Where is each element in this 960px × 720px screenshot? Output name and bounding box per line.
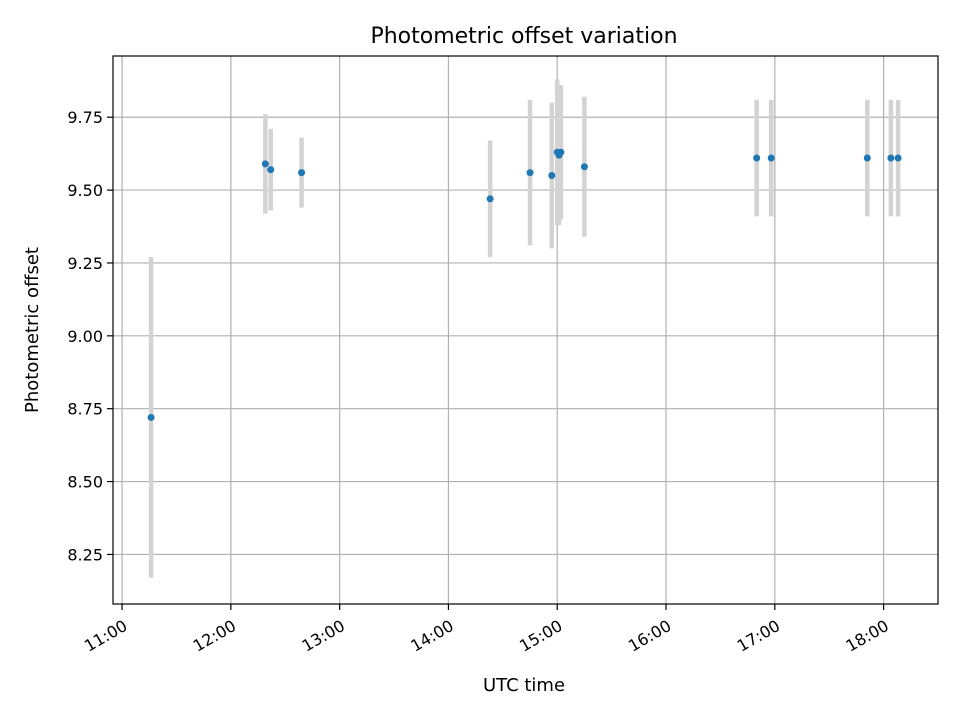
y-axis-label: Photometric offset xyxy=(22,247,43,413)
y-tick-label: 9.75 xyxy=(67,108,103,127)
chart-title: Photometric offset variation xyxy=(370,24,677,49)
data-point xyxy=(580,163,588,171)
x-tick-label: 12:00 xyxy=(190,616,239,656)
x-tick-label: 14:00 xyxy=(407,616,456,656)
data-point xyxy=(753,154,761,162)
data-point xyxy=(887,154,895,162)
data-point xyxy=(147,413,155,421)
data-point xyxy=(557,148,565,156)
y-tick-label: 9.25 xyxy=(67,254,103,273)
x-tick-label: 17:00 xyxy=(734,616,783,656)
y-gridlines xyxy=(113,116,938,556)
x-tick-label: 15:00 xyxy=(516,616,565,656)
x-tick-label: 11:00 xyxy=(81,616,130,656)
data-point xyxy=(894,154,902,162)
x-axis-label: UTC time xyxy=(483,675,565,696)
data-point xyxy=(548,172,556,180)
data-points xyxy=(147,148,902,421)
data-point xyxy=(261,160,269,168)
y-tick-label: 9.50 xyxy=(67,181,103,200)
plot-frame xyxy=(112,55,939,605)
y-tick-label: 8.75 xyxy=(67,400,103,419)
data-point xyxy=(863,154,871,162)
data-point xyxy=(526,169,534,177)
data-point xyxy=(767,154,775,162)
data-point xyxy=(298,169,306,177)
y-tick-label: 8.25 xyxy=(67,545,103,564)
error-bars xyxy=(148,79,901,578)
y-axis-ticks: 8.25 8.50 8.75 9.00 9.25 9.50 9.75 xyxy=(67,108,113,564)
x-tick-label: 16:00 xyxy=(625,616,674,656)
x-tick-label: 13:00 xyxy=(299,616,348,656)
data-point xyxy=(267,166,275,174)
x-tick-label: 18:00 xyxy=(843,616,892,656)
data-point xyxy=(486,195,494,203)
y-tick-label: 9.00 xyxy=(67,327,103,346)
x-axis-ticks: 11:00 12:00 13:00 14:00 15:00 16:00 17:00 18:00 xyxy=(81,604,892,656)
y-tick-label: 8.50 xyxy=(67,473,103,492)
